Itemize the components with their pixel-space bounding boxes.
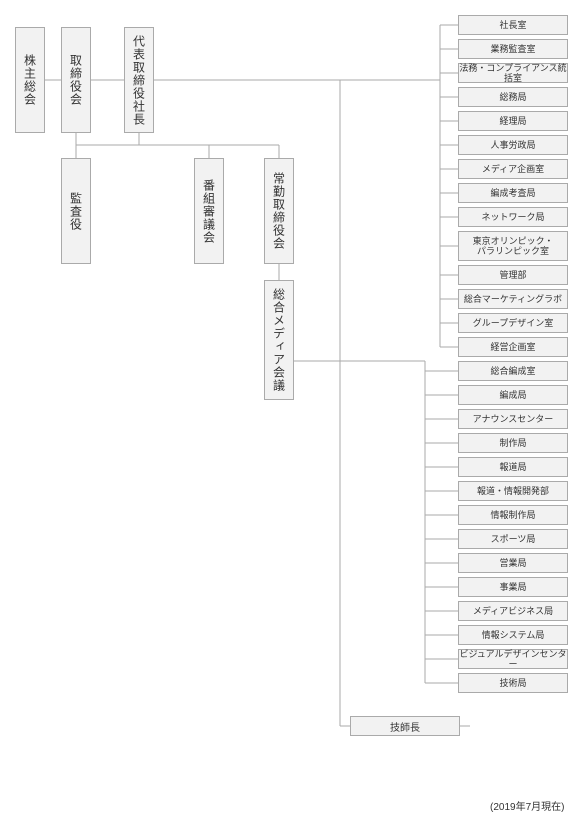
dept-box-0: 社長室 <box>458 15 568 35</box>
dept-box-12: グループデザイン室 <box>458 313 568 333</box>
org-box-kabunushi: 株主総会 <box>15 27 45 133</box>
dept-box-27: 技術局 <box>458 673 568 693</box>
dept-box-20: 情報制作局 <box>458 505 568 525</box>
dept-box-25: 情報システム局 <box>458 625 568 645</box>
dept-box-26: ビジュアルデザインセンター <box>458 649 568 669</box>
org-box-sougou: 総合メディア会議 <box>264 280 294 400</box>
org-box-bangumi: 番組審議会 <box>194 158 224 264</box>
dept-box-9: 東京オリンピック・ パラリンピック室 <box>458 231 568 261</box>
dept-box-22: 営業局 <box>458 553 568 573</box>
dept-box-11: 総合マーケティングラボ <box>458 289 568 309</box>
dept-box-14: 総合編成室 <box>458 361 568 381</box>
org-box-gishicho: 技師長 <box>350 716 460 736</box>
dept-box-15: 編成局 <box>458 385 568 405</box>
org-chart-canvas: 株主総会取締役会 代表取締役社長監査役 番組審議会 常勤取締役会総合メディア会議 社長室… <box>0 0 579 815</box>
dept-box-16: アナウンスセンター <box>458 409 568 429</box>
org-box-kansayaku: 監査役 <box>61 158 91 264</box>
dept-box-6: メディア企画室 <box>458 159 568 179</box>
dept-box-21: スポーツ局 <box>458 529 568 549</box>
org-box-daihyo: 代表取締役社長 <box>124 27 154 133</box>
dept-box-7: 編成考査局 <box>458 183 568 203</box>
dept-box-5: 人事労政局 <box>458 135 568 155</box>
dept-box-3: 総務局 <box>458 87 568 107</box>
dept-box-10: 管理部 <box>458 265 568 285</box>
dept-box-19: 報道・情報開発部 <box>458 481 568 501</box>
dept-box-24: メディアビジネス局 <box>458 601 568 621</box>
org-box-joumu: 常勤取締役会 <box>264 158 294 264</box>
dept-box-23: 事業局 <box>458 577 568 597</box>
dept-box-4: 経理局 <box>458 111 568 131</box>
dept-box-18: 報道局 <box>458 457 568 477</box>
dept-box-1: 業務監査室 <box>458 39 568 59</box>
dept-box-8: ネットワーク局 <box>458 207 568 227</box>
footer-date: (2019年7月現在) <box>490 798 564 813</box>
dept-box-17: 制作局 <box>458 433 568 453</box>
org-box-torishimari: 取締役会 <box>61 27 91 133</box>
dept-box-13: 経営企画室 <box>458 337 568 357</box>
dept-box-2: 法務・コンプライアンス統括室 <box>458 63 568 83</box>
